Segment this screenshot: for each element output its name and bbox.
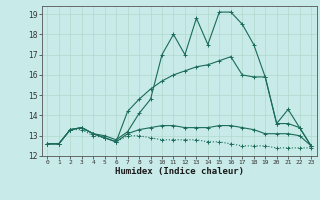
- X-axis label: Humidex (Indice chaleur): Humidex (Indice chaleur): [115, 167, 244, 176]
